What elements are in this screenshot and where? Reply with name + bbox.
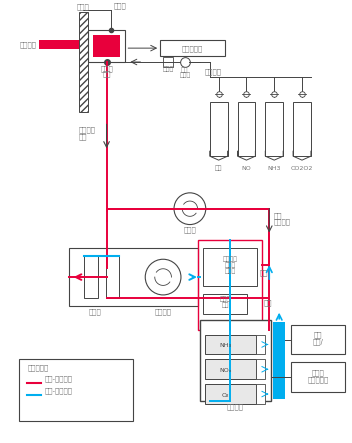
Bar (160, 40, 225, 56)
Text: 制（干）: 制（干） (222, 256, 238, 262)
Text: 吹打气: 吹打气 (113, 3, 126, 9)
Text: 滤器: 滤器 (102, 71, 111, 78)
Bar (291, 325, 345, 354)
Text: 冷凝器: 冷凝器 (88, 309, 101, 315)
Text: 校验气缸: 校验气缸 (205, 68, 222, 74)
Text: 颜色表示：: 颜色表示： (27, 364, 49, 371)
Bar (69, 249, 198, 306)
Bar (163, 57, 173, 67)
Bar (205, 359, 256, 379)
Text: 粗过滤器: 粗过滤器 (20, 41, 37, 48)
Bar (256, 359, 265, 379)
Bar (39, 40, 79, 49)
Bar (238, 101, 255, 156)
Text: 流量控: 流量控 (225, 263, 236, 268)
Bar (198, 241, 262, 330)
Text: 蓝色-干的烟气: 蓝色-干的烟气 (45, 387, 73, 394)
Text: 理系统: 理系统 (312, 369, 324, 376)
Bar (203, 294, 247, 314)
Bar (291, 362, 345, 392)
Bar (203, 249, 257, 286)
Text: 二级计: 二级计 (100, 65, 113, 72)
Text: 加热式采: 加热式采 (79, 126, 96, 133)
Text: 不加热: 不加热 (225, 268, 236, 274)
Text: 流量计: 流量计 (179, 72, 190, 78)
Bar (256, 334, 265, 354)
Text: 转子: 转子 (181, 67, 189, 73)
Text: 烟囱壁: 烟囱壁 (76, 4, 89, 10)
Text: 标气控制盒: 标气控制盒 (182, 46, 203, 52)
Bar (205, 334, 256, 354)
Text: 显示/: 显示/ (313, 338, 323, 345)
Text: 采样风机: 采样风机 (155, 309, 172, 315)
Bar (273, 322, 285, 399)
Text: 出口: 出口 (259, 269, 268, 276)
Text: 记录: 记录 (314, 331, 322, 338)
Bar (205, 384, 256, 404)
Bar (265, 101, 283, 156)
Text: 红色-湿的烟气: 红色-湿的烟气 (45, 375, 73, 382)
Text: 加热式采: 加热式采 (273, 218, 290, 225)
Text: 零气: 零气 (215, 165, 222, 171)
Text: 样管: 样管 (79, 133, 87, 140)
Bar (256, 384, 265, 404)
Text: NH3: NH3 (268, 166, 281, 171)
Bar (106, 256, 119, 298)
Text: 加热泵: 加热泵 (183, 226, 196, 233)
Text: 分析仪器: 分析仪器 (227, 403, 244, 409)
Text: 疏水: 疏水 (221, 302, 229, 308)
Bar (93, 35, 120, 57)
Text: 数据采集处: 数据采集处 (307, 376, 328, 383)
Bar (88, 30, 125, 62)
Bar (19, 359, 133, 421)
Text: 出口: 出口 (264, 300, 272, 307)
Text: NH₃: NH₃ (220, 343, 232, 348)
Bar (293, 101, 311, 156)
Text: 过滤器: 过滤器 (162, 66, 174, 72)
Text: NOₓ: NOₓ (219, 368, 232, 373)
Bar (79, 12, 88, 112)
Text: CO2O2: CO2O2 (291, 166, 313, 171)
Bar (84, 256, 98, 298)
Text: 气液器: 气液器 (220, 296, 231, 302)
Bar (210, 101, 228, 156)
Text: O₂: O₂ (222, 392, 230, 397)
Bar (200, 320, 271, 401)
Text: 样管: 样管 (273, 213, 282, 219)
Text: NO: NO (241, 166, 251, 171)
